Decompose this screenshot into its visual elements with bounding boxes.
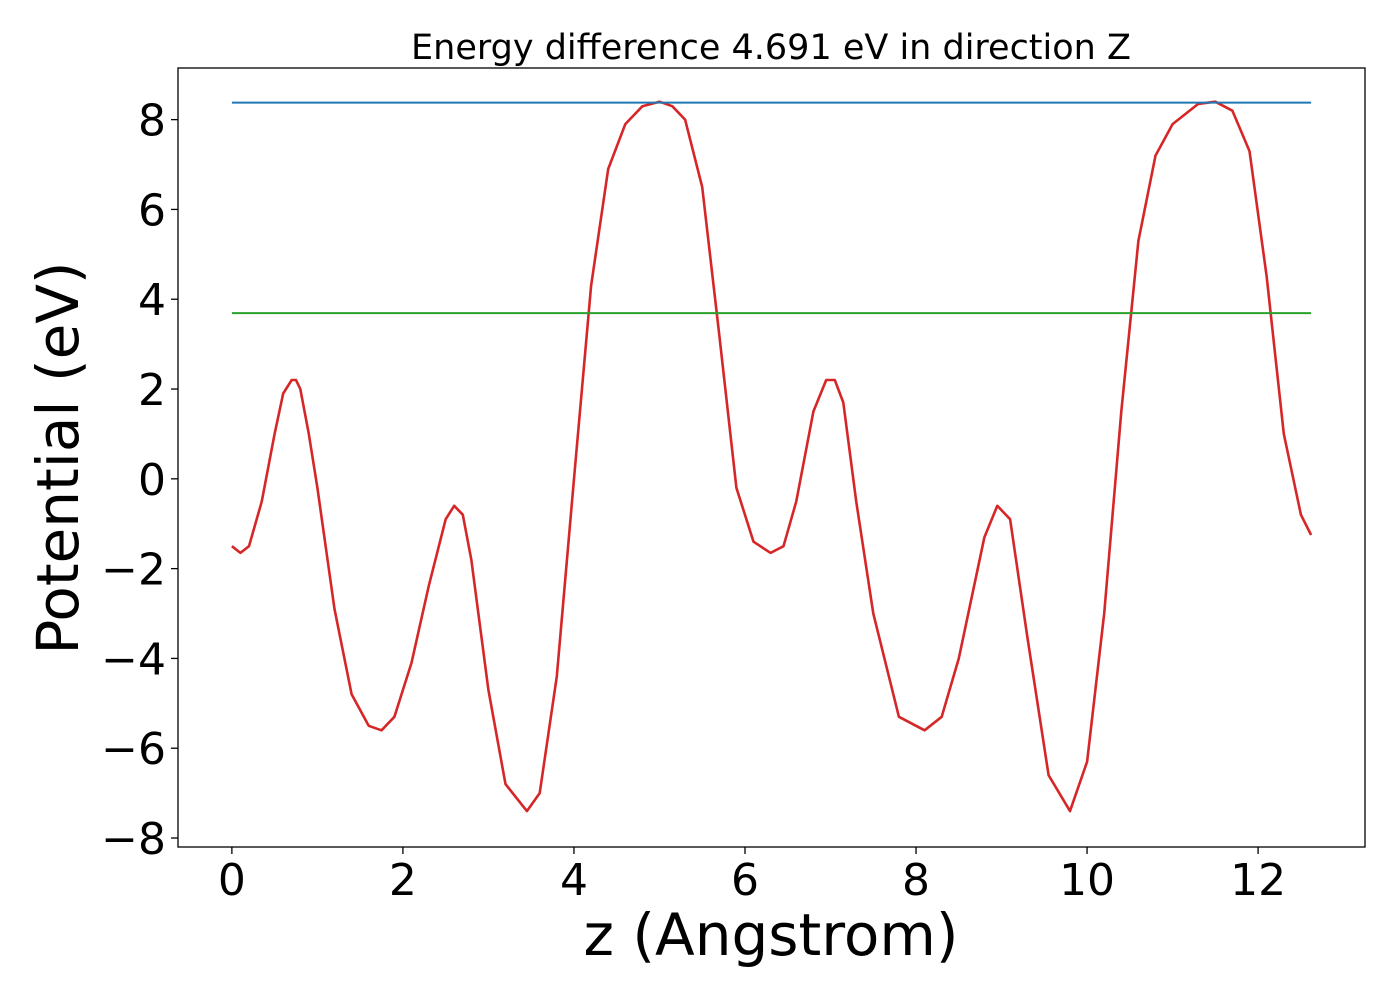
y-tick-label: −8 (101, 814, 166, 865)
x-tick-label: 0 (218, 855, 246, 906)
x-tick-label: 4 (560, 855, 588, 906)
x-tick-label: 12 (1230, 855, 1286, 906)
y-tick-label: 8 (138, 96, 166, 147)
x-ticks: 0 2 4 6 8 10 12 (218, 847, 1286, 906)
x-tick-label: 2 (389, 855, 417, 906)
x-tick-label: 10 (1059, 855, 1115, 906)
series-line-potential (231, 100, 1313, 813)
chart-title: Energy difference 4.691 eV in direction … (411, 28, 1131, 68)
x-tick-label: 8 (902, 855, 930, 906)
y-ticks: −8 −6 −4 −2 0 2 4 6 8 (101, 96, 178, 865)
y-tick-label: −6 (101, 724, 166, 775)
y-tick-label: 6 (138, 185, 166, 236)
series-layer (231, 100, 1313, 813)
y-tick-label: −4 (101, 634, 166, 685)
x-tick-label: 6 (731, 855, 759, 906)
y-tick-label: −2 (101, 545, 166, 596)
x-axis-label: z (Angstrom) (584, 901, 959, 969)
plot-frame (177, 67, 1366, 848)
y-axis-label: Potential (eV) (24, 261, 92, 654)
y-tick-label: 2 (138, 365, 166, 416)
y-tick-label: 0 (138, 455, 166, 506)
y-tick-label: 4 (138, 275, 166, 326)
